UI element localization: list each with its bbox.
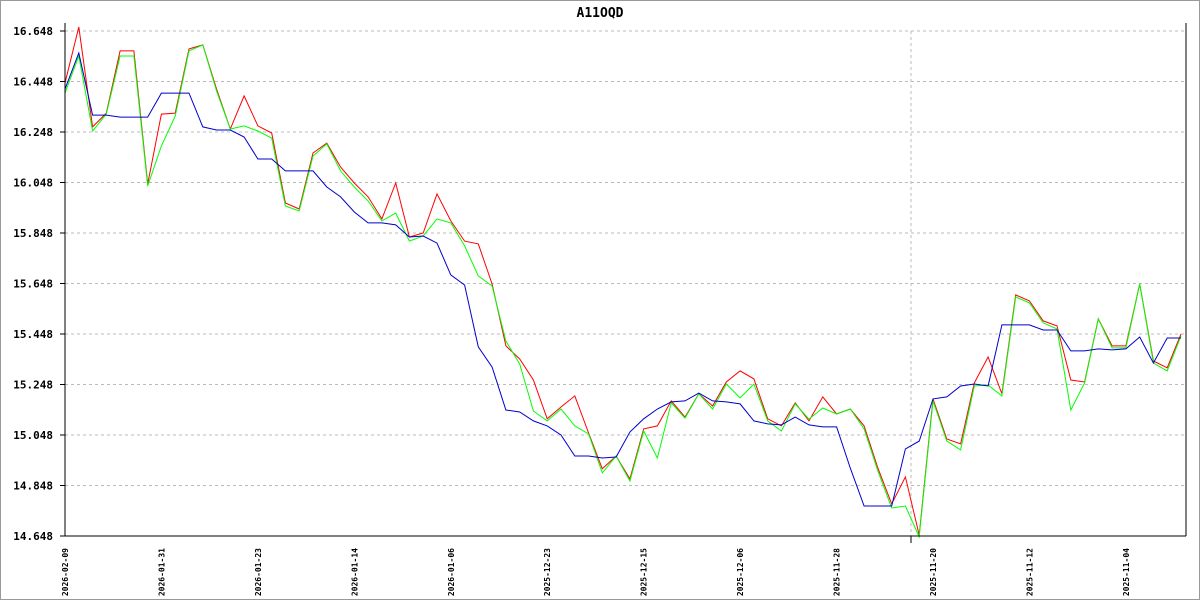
y-tick-label: 15.048 — [13, 429, 53, 442]
y-tick-label: 15.248 — [13, 379, 53, 392]
x-tick-label: 2026-01-06 — [447, 548, 456, 596]
x-tick-label: 2026-01-14 — [350, 548, 359, 596]
x-tick-label: 2025-12-23 — [543, 548, 552, 596]
series-line-1 — [64, 26, 1182, 536]
series-line-3 — [64, 51, 1181, 507]
y-tick-label: 15.448 — [13, 328, 53, 341]
y-tick-label: 14.648 — [13, 530, 53, 543]
series-line-2 — [64, 44, 1182, 539]
x-tick-label: 2026-01-31 — [157, 548, 166, 596]
y-tick-label: 16.648 — [13, 25, 53, 38]
x-tick-label: 2025-11-20 — [929, 548, 938, 596]
y-tick-label: 15.648 — [13, 278, 53, 291]
x-tick-label: 2025-11-12 — [1025, 548, 1034, 596]
y-tick-label: 14.848 — [13, 480, 53, 493]
x-tick-label: 2025-11-04 — [1122, 548, 1131, 596]
x-tick-label: 2025-12-06 — [736, 548, 745, 596]
y-tick-label: 16.448 — [13, 76, 53, 89]
x-tick-label: 2025-11-28 — [833, 548, 842, 596]
x-tick-label: 2025-12-15 — [640, 548, 649, 596]
y-tick-label: 16.048 — [13, 177, 53, 190]
x-tick-label: 2026-01-23 — [254, 548, 263, 596]
y-tick-label: 16.248 — [13, 126, 53, 139]
y-tick-label: 15.848 — [13, 227, 53, 240]
x-tick-label: 2026-02-09 — [61, 548, 70, 596]
chart-title: A11OQD — [576, 6, 624, 21]
